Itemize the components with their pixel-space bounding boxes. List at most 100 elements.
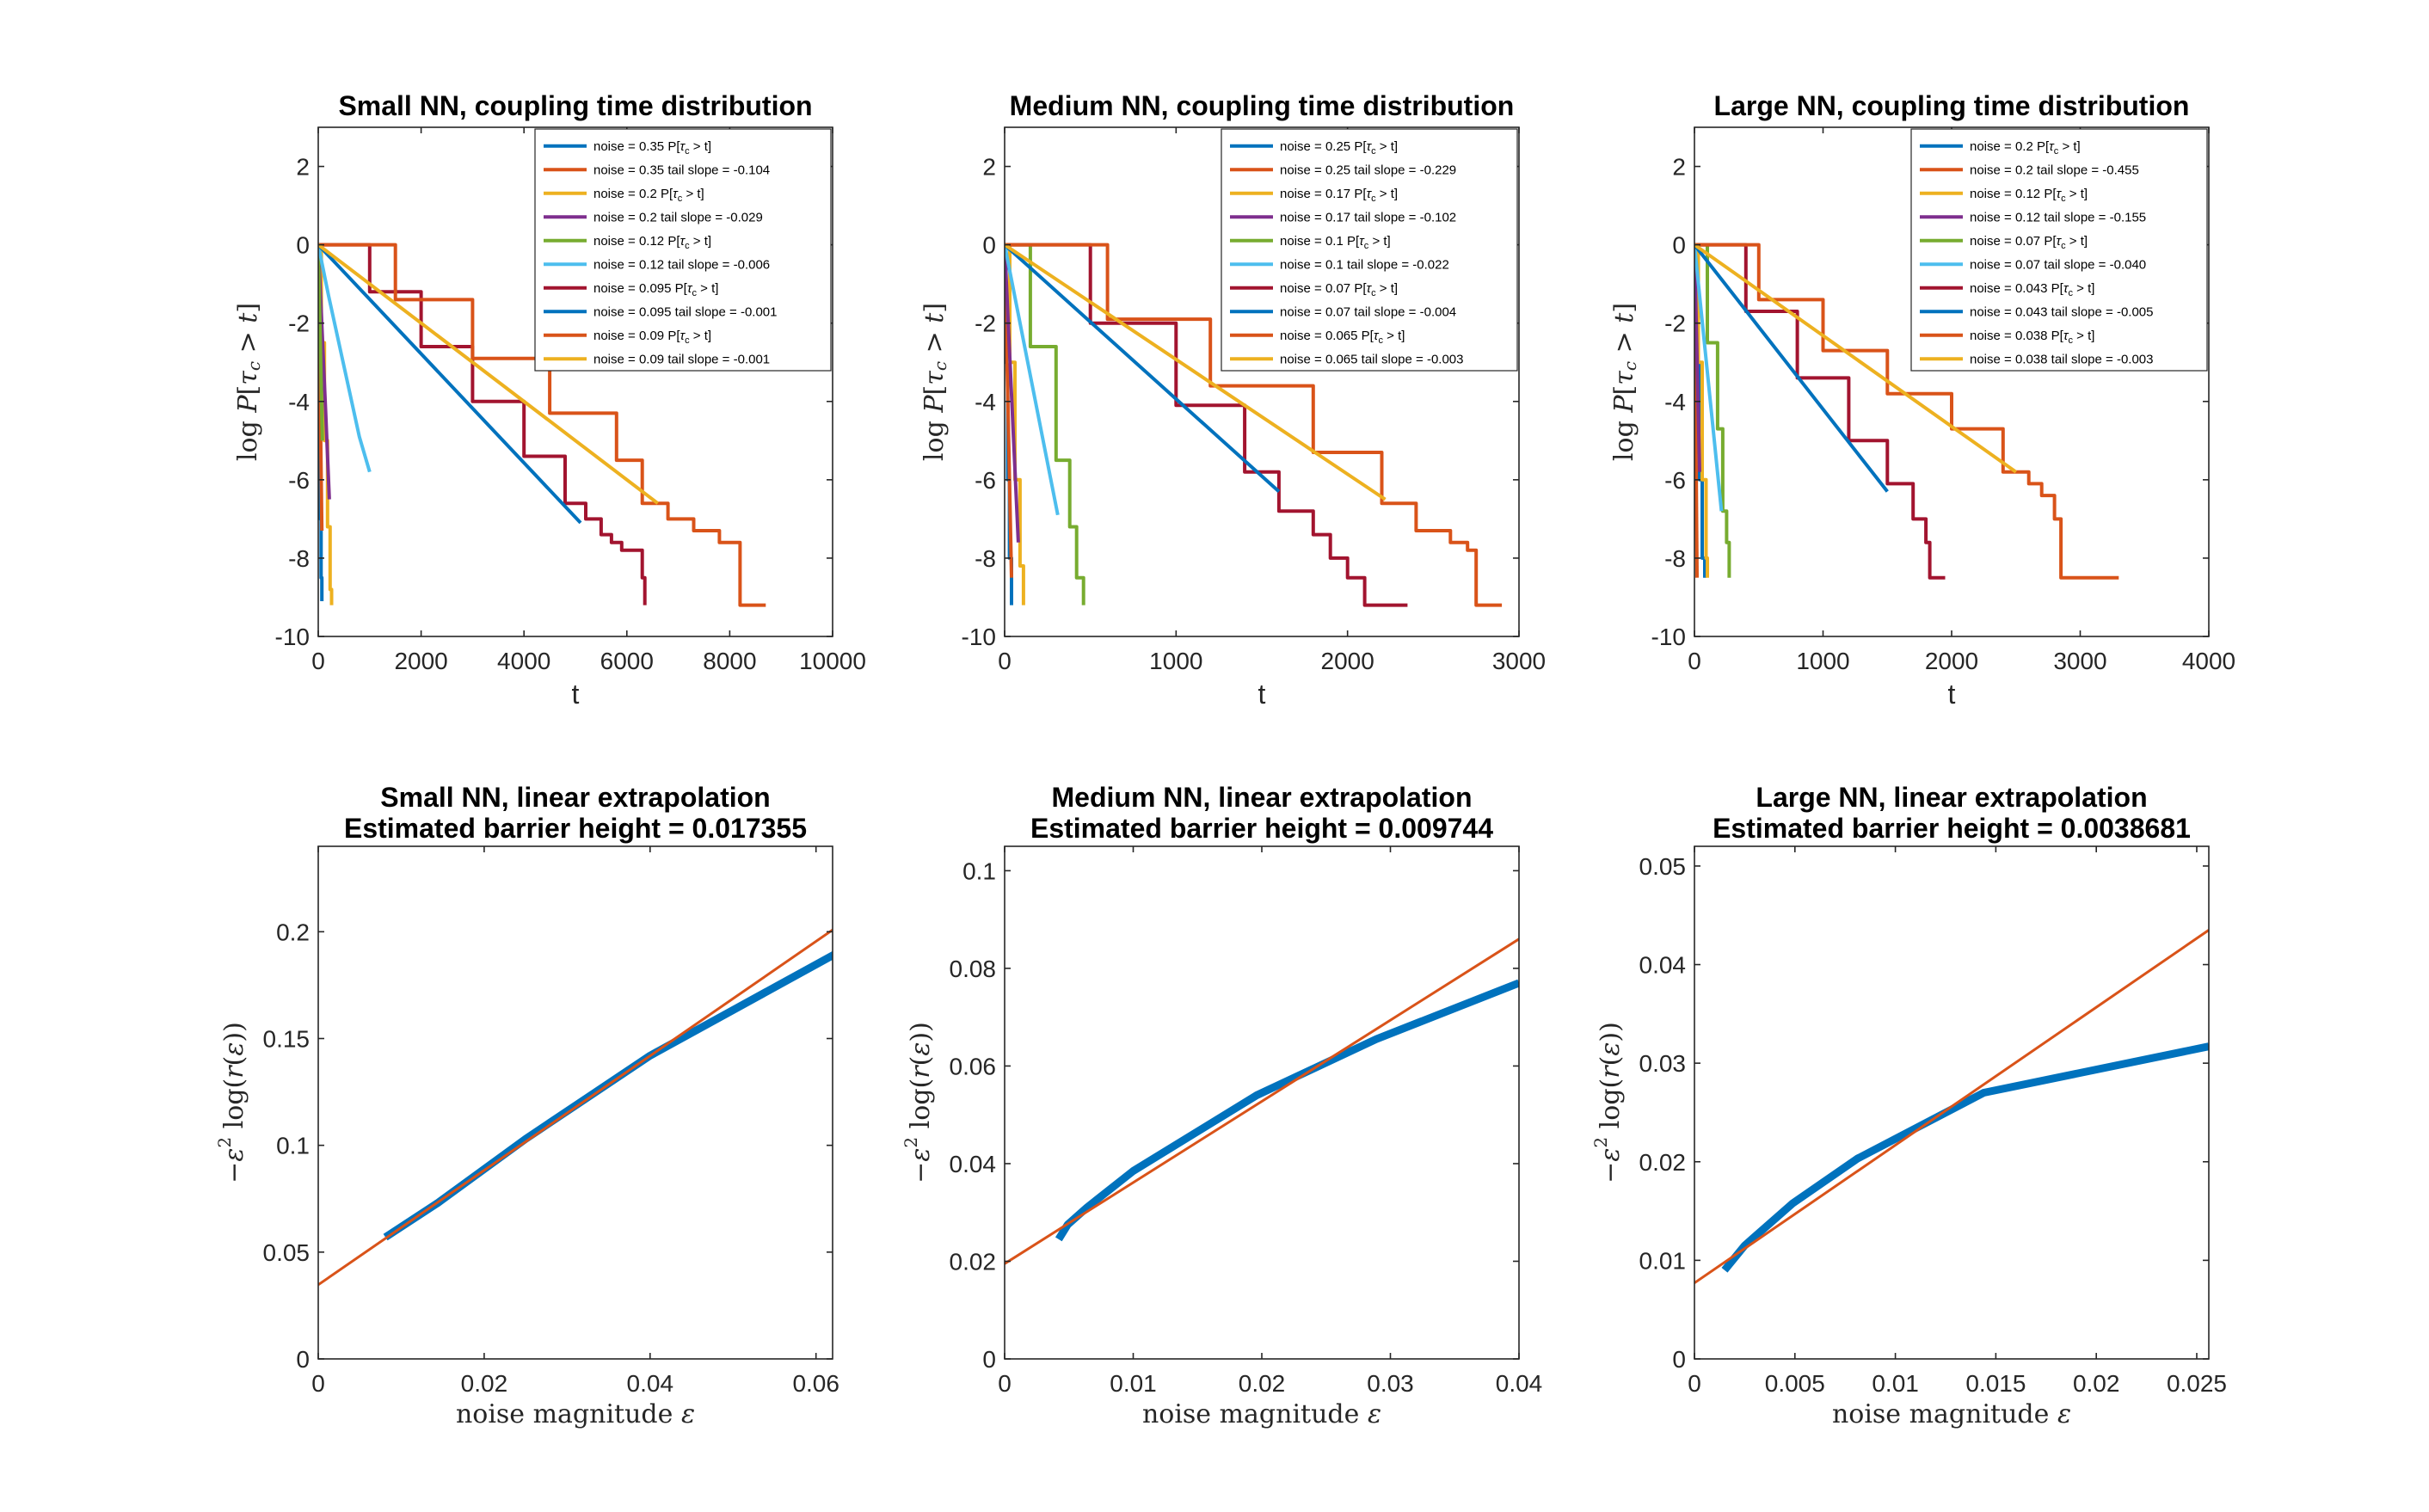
plot-3: 0 1000 2000 3000 4000 -10 -8 -6 -4 -2 0 2 Large NN, …	[1609, 90, 2235, 710]
plot-title: Medium NN, linear extrapolation	[1052, 782, 1473, 813]
series-group	[318, 928, 833, 1287]
series-line-8	[318, 243, 582, 525]
x-axis-label: t	[572, 679, 580, 710]
series-line-5	[1694, 243, 1731, 578]
y-tick-label: 0	[1672, 1346, 1686, 1373]
x-axis-label: t	[1948, 679, 1956, 710]
y-axis-label: log P[τc > t]	[1609, 303, 1640, 461]
series-line-6	[1694, 244, 1724, 512]
y-tick-label: 0	[1672, 232, 1686, 259]
series-line-2	[1005, 937, 1519, 1265]
y-tick-label: 0.06	[950, 1053, 997, 1079]
y-tick-label: 2	[982, 154, 996, 181]
svg-text:−ε2 log(r(ε)): −ε2 log(r(ε))	[901, 1022, 937, 1183]
series-group	[318, 243, 766, 607]
series-group	[1694, 929, 2209, 1284]
series-group	[1005, 937, 1519, 1265]
x-tick-label: 0.025	[2167, 1370, 2227, 1397]
plot-1: 0 2000 4000 6000 8000 10000 -10 -8 -6 -4 -2 0 2 Small…	[233, 90, 866, 710]
legend: noise = 0.25 P[τc > t] noise = 0.25 tail …	[1221, 128, 1518, 372]
svg-text:log P[τc > t]: log P[τc > t]	[919, 303, 950, 461]
x-tick-label: 2000	[1321, 648, 1374, 674]
x-tick-label: 1000	[1796, 648, 1849, 674]
legend-entry: noise = 0.17 P[τc > t]	[1280, 187, 1398, 204]
legend-entry: noise = 0.17 tail slope = -0.102	[1280, 210, 1456, 224]
y-tick-label: 0.15	[263, 1026, 311, 1053]
legend-entry: noise = 0.095 P[τc > t]	[593, 281, 718, 298]
series-line-4	[1005, 244, 1020, 543]
y-tick-label: -8	[288, 545, 310, 572]
legend-entry: noise = 0.038 tail slope = -0.003	[1970, 352, 2154, 366]
legend-entry: noise = 0.2 tail slope = -0.455	[1970, 163, 2139, 177]
series-line-7	[1694, 243, 1946, 580]
plot-4: 0 0.02 0.04 0.06 0 0.05 0.1 0.15 0.2 Small NN, li…	[214, 782, 839, 1429]
plot-title: Large NN, coupling time distribution	[1714, 90, 2190, 121]
y-tick-label: 0.08	[950, 956, 997, 982]
plot-area	[1694, 846, 2209, 1359]
plot-title: Small NN, linear extrapolation	[380, 782, 770, 813]
y-tick-label: -10	[962, 624, 996, 650]
legend-entry: noise = 0.07 tail slope = -0.004	[1280, 304, 1456, 319]
y-tick-label: 0.04	[950, 1151, 997, 1177]
y-tick-label: 0.05	[263, 1239, 311, 1266]
y-tick-label: 2	[1672, 154, 1686, 181]
x-tick-label: 0.02	[461, 1370, 508, 1397]
x-tick-label: 4000	[2182, 648, 2235, 674]
x-tick-label: 3000	[2053, 648, 2106, 674]
legend-entry: noise = 0.1 tail slope = -0.022	[1280, 257, 1449, 272]
series-line-10	[1694, 243, 2017, 474]
x-tick-label: 0.04	[627, 1370, 674, 1397]
x-tick-label: 0.005	[1765, 1370, 1825, 1397]
plot-title: Small NN, coupling time distribution	[338, 90, 812, 121]
legend: noise = 0.35 P[τc > t] noise = 0.35 tail …	[534, 128, 832, 372]
y-tick-label: -2	[288, 310, 310, 337]
x-tick-label: 2000	[394, 648, 447, 674]
y-tick-label: 0.02	[950, 1248, 997, 1275]
plot-6: 0 0.005 0.01 0.015 0.02 0.025 0 0.01 0.02 0.03 0.0…	[1590, 782, 2228, 1429]
y-tick-label: -6	[975, 467, 996, 494]
series-line-8	[1694, 243, 1889, 493]
x-tick-label: 8000	[703, 648, 756, 674]
series-line-9	[1694, 243, 2119, 580]
x-tick-label: 0	[998, 648, 1012, 674]
legend-entry: noise = 0.07 tail slope = -0.040	[1970, 257, 2146, 272]
axes-box	[317, 126, 833, 637]
x-tick-label: 10000	[799, 648, 866, 674]
series-line-10	[318, 243, 659, 505]
series-line-2	[1694, 929, 2209, 1284]
series-line-6	[318, 244, 372, 473]
plot-subtitle: Estimated barrier height = 0.009744	[1030, 813, 1493, 844]
y-tick-label: -2	[975, 310, 996, 337]
plot-title: Medium NN, coupling time distribution	[1010, 90, 1515, 121]
x-axis-label: t	[1258, 679, 1266, 710]
x-tick-label: 0	[1688, 1370, 1701, 1397]
series-line-7	[318, 243, 647, 605]
svg-text:−ε2 log(r(ε)): −ε2 log(r(ε))	[1590, 1022, 1627, 1183]
legend-entry: noise = 0.35 P[τc > t]	[593, 139, 711, 157]
svg-text:log P[τc > t]: log P[τc > t]	[233, 303, 264, 461]
legend-entry: noise = 0.095 tail slope = -0.001	[593, 304, 778, 319]
y-tick-label: -6	[1664, 467, 1686, 494]
series-line-10	[1005, 243, 1387, 501]
y-tick-label: 0.03	[1639, 1050, 1687, 1077]
y-tick-label: 0.04	[1639, 952, 1687, 979]
y-tick-label: -8	[975, 545, 996, 572]
x-tick-label: 0.02	[1239, 1370, 1286, 1397]
legend-entry: noise = 0.09 P[τc > t]	[593, 329, 711, 346]
y-axis-label: −ε2 log(r(ε))	[214, 1022, 250, 1183]
legend-entry: noise = 0.1 P[τc > t]	[1280, 234, 1391, 251]
plot-subtitle: Estimated barrier height = 0.0038681	[1713, 813, 2191, 844]
legend-entry: noise = 0.12 P[τc > t]	[593, 234, 711, 251]
series-group	[1005, 243, 1503, 607]
x-tick-label: 0.01	[1872, 1370, 1919, 1397]
y-tick-label: 0	[296, 1346, 310, 1373]
x-tick-label: 0.06	[792, 1370, 839, 1397]
legend-entry: noise = 0.09 tail slope = -0.001	[593, 352, 770, 366]
y-axis-label: −ε2 log(r(ε))	[1590, 1022, 1627, 1183]
series-line-7	[1005, 243, 1408, 607]
legend-entry: noise = 0.35 tail slope = -0.104	[593, 163, 770, 177]
y-tick-label: 2	[296, 154, 310, 181]
x-tick-label: 0	[311, 648, 325, 674]
legend-entry: noise = 0.12 tail slope = -0.155	[1970, 210, 2146, 224]
